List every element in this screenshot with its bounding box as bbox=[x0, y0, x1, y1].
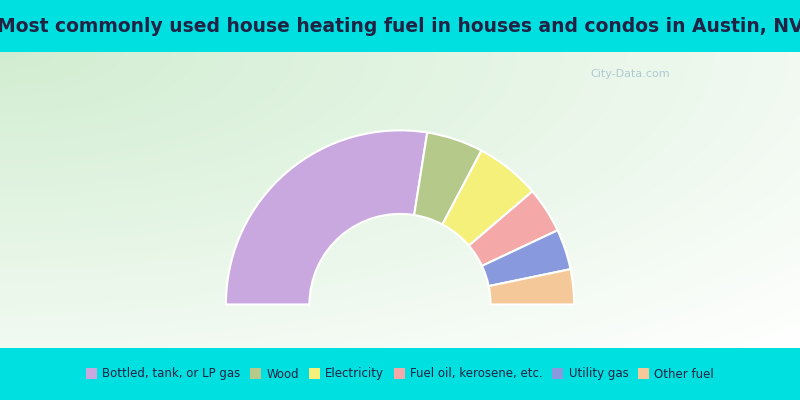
Wedge shape bbox=[482, 230, 570, 286]
Wedge shape bbox=[226, 130, 427, 304]
Wedge shape bbox=[414, 132, 482, 224]
Wedge shape bbox=[442, 150, 533, 246]
Text: City-Data.com: City-Data.com bbox=[590, 70, 670, 80]
Legend: Bottled, tank, or LP gas, Wood, Electricity, Fuel oil, kerosene, etc., Utility g: Bottled, tank, or LP gas, Wood, Electric… bbox=[81, 363, 719, 385]
Wedge shape bbox=[489, 269, 574, 304]
Wedge shape bbox=[469, 191, 558, 266]
Text: Most commonly used house heating fuel in houses and condos in Austin, NV: Most commonly used house heating fuel in… bbox=[0, 16, 800, 36]
